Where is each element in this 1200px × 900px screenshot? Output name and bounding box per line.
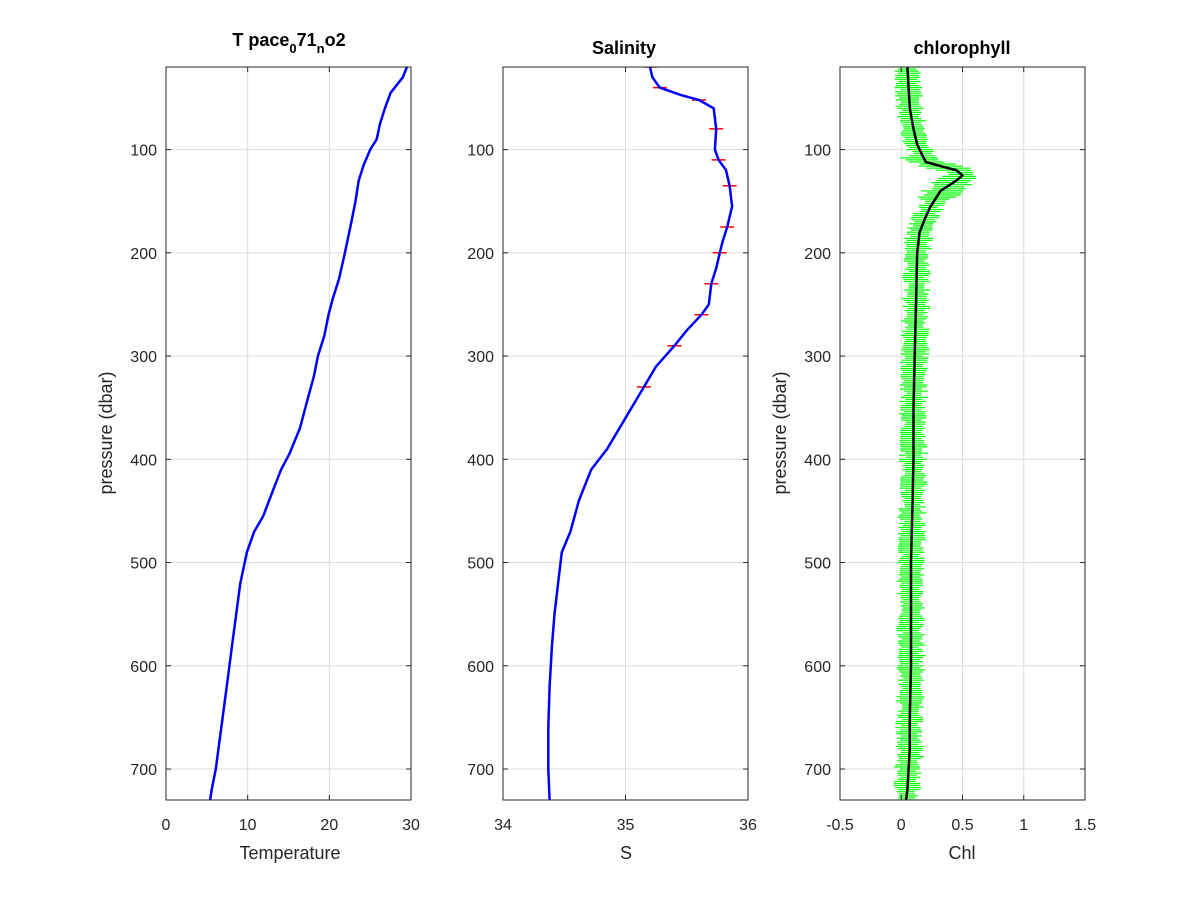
salinity-xtick-label: 36	[739, 817, 757, 834]
salinity-marks	[547, 67, 737, 800]
salinity-xtick-label: 35	[617, 817, 635, 834]
salinity-ytick-label: 200	[467, 246, 494, 263]
chlorophyll-xtick-label: 0	[897, 817, 906, 834]
temperature-ticks: 0 10 20 30 100 200 300 400 500 600 700	[130, 67, 420, 834]
chlorophyll-xtick-label: 1	[1019, 817, 1028, 834]
chlorophyll-profile-line	[904, 67, 964, 800]
salinity-ytick-label: 300	[467, 349, 494, 366]
chlorophyll-ytick-label: 400	[804, 452, 831, 469]
temperature-ytick-label: 100	[130, 143, 157, 160]
chlorophyll-panel: -0.5 0 0.5 1 1.5 100 200 300 400 500 600 700 chloro…	[770, 38, 1096, 863]
chlorophyll-xtick-label: 1.5	[1074, 817, 1096, 834]
salinity-ytick-label: 700	[467, 762, 494, 779]
temperature-profile-line	[208, 67, 409, 800]
chlorophyll-ytick-label: 300	[804, 349, 831, 366]
chlorophyll-title: chlorophyll	[913, 38, 1010, 58]
salinity-xlabel: S	[620, 843, 632, 863]
salinity-ytick-label: 500	[467, 556, 494, 573]
temperature-ytick-label: 500	[130, 556, 157, 573]
chlorophyll-ytick-label: 600	[804, 659, 831, 676]
temperature-xlabel: Temperature	[239, 843, 340, 863]
chlorophyll-ytick-label: 700	[804, 762, 831, 779]
salinity-ytick-label: 400	[467, 452, 494, 469]
chlorophyll-ticks: -0.5 0 0.5 1 1.5 100 200 300 400 500 600 700	[804, 67, 1096, 834]
temperature-panel: 0 10 20 30 100 200 300 400 500 600 700 T pace071no…	[96, 30, 420, 863]
salinity-panel: 34 35 36 100 200 300 400 500 600 700 Salinity S	[467, 38, 757, 863]
temperature-xtick-label: 10	[239, 817, 257, 834]
temperature-ytick-label: 400	[130, 452, 157, 469]
temperature-xtick-label: 0	[162, 817, 171, 834]
temperature-ytick-label: 300	[130, 349, 157, 366]
temperature-title: T pace071no2	[232, 30, 345, 56]
chlorophyll-ytick-label: 500	[804, 556, 831, 573]
salinity-ytick-label: 100	[467, 143, 494, 160]
chlorophyll-xtick-label: -0.5	[826, 817, 854, 834]
chlorophyll-ytick-label: 200	[804, 246, 831, 263]
salinity-title: Salinity	[592, 38, 656, 58]
salinity-profile-line	[547, 67, 734, 800]
temperature-xtick-label: 30	[402, 817, 420, 834]
temperature-ytick-label: 700	[130, 762, 157, 779]
temperature-marks	[208, 67, 409, 800]
chlorophyll-ylabel: pressure (dbar)	[770, 371, 790, 494]
salinity-ytick-label: 600	[467, 659, 494, 676]
temperature-ytick-label: 200	[130, 246, 157, 263]
temperature-axes-frame	[165, 66, 412, 801]
salinity-xtick-label: 34	[494, 817, 512, 834]
salinity-ticks: 34 35 36 100 200 300 400 500 600 700	[467, 67, 757, 834]
chlorophyll-ytick-label: 100	[804, 143, 831, 160]
chlorophyll-marks	[893, 67, 977, 800]
chlorophyll-xtick-label: 0.5	[951, 817, 973, 834]
chlorophyll-xlabel: Chl	[948, 843, 975, 863]
temperature-ytick-label: 600	[130, 659, 157, 676]
temperature-xtick-label: 20	[320, 817, 338, 834]
temperature-ylabel: pressure (dbar)	[96, 371, 116, 494]
